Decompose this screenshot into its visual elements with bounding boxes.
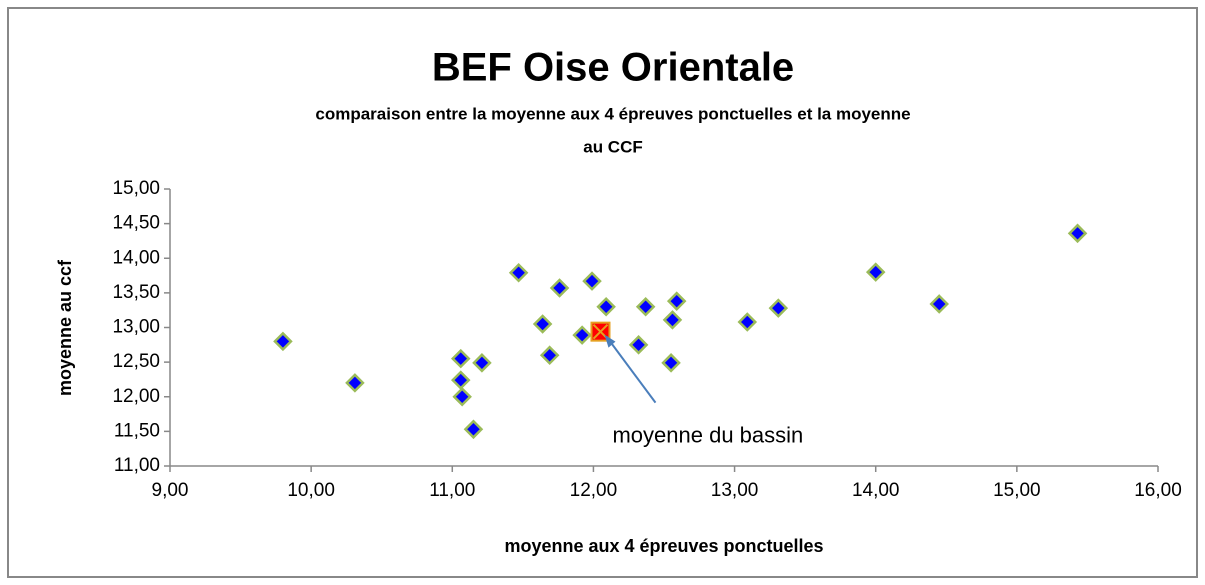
x-tick-label: 11,00 (429, 480, 475, 501)
y-tick-label: 13,50 (112, 282, 160, 303)
point (450, 370, 471, 390)
annotation: moyenne du bassin (612, 422, 803, 447)
point (666, 291, 687, 311)
y-tick-label: 11,00 (114, 455, 160, 476)
point (539, 345, 560, 365)
point (628, 335, 649, 355)
point (737, 312, 758, 332)
point (572, 325, 592, 345)
chart-border (7, 7, 1198, 578)
point (582, 271, 602, 291)
x-tick-label: 9,00 (152, 480, 189, 501)
x-tick-label: 14,00 (852, 480, 900, 501)
y-axis-label: moyenne au ccf (55, 259, 75, 396)
y-tick-label: 14,00 (112, 247, 160, 268)
x-tick-label: 16,00 (1134, 480, 1182, 501)
point (452, 386, 472, 407)
y-tick-label: 15,00 (112, 178, 160, 199)
point (929, 294, 949, 314)
point (532, 314, 553, 334)
point (273, 331, 293, 352)
point (450, 348, 471, 369)
annotation-arrow (605, 336, 657, 404)
point (472, 353, 492, 373)
point (661, 353, 681, 373)
y-tick-label: 11,50 (114, 420, 160, 441)
point (635, 296, 656, 317)
x-tick-label: 15,00 (993, 480, 1041, 501)
chart-subtitle: au CCF (583, 137, 643, 156)
point (1067, 223, 1088, 244)
x-tick-label: 13,00 (711, 480, 759, 501)
y-tick-label: 12,50 (112, 351, 160, 372)
point (345, 373, 365, 393)
annotation-arrowhead (604, 334, 616, 348)
x-tick-label: 12,00 (570, 480, 618, 501)
point (865, 262, 886, 282)
point (662, 310, 683, 330)
point (768, 298, 789, 318)
chart-subtitle: comparaison entre la moyenne aux 4 épreu… (315, 104, 910, 123)
chart-title: BEF Oise Orientale (432, 46, 794, 90)
y-tick-label: 14,50 (112, 213, 160, 234)
point (463, 419, 484, 440)
point (549, 278, 570, 298)
point (508, 263, 529, 283)
x-axis-label: moyenne aux 4 épreuves ponctuelles (504, 536, 823, 556)
y-tick-label: 12,00 (112, 386, 160, 407)
y-tick-label: 13,00 (112, 317, 160, 338)
x-tick-label: 10,00 (287, 480, 335, 501)
point (596, 296, 616, 317)
